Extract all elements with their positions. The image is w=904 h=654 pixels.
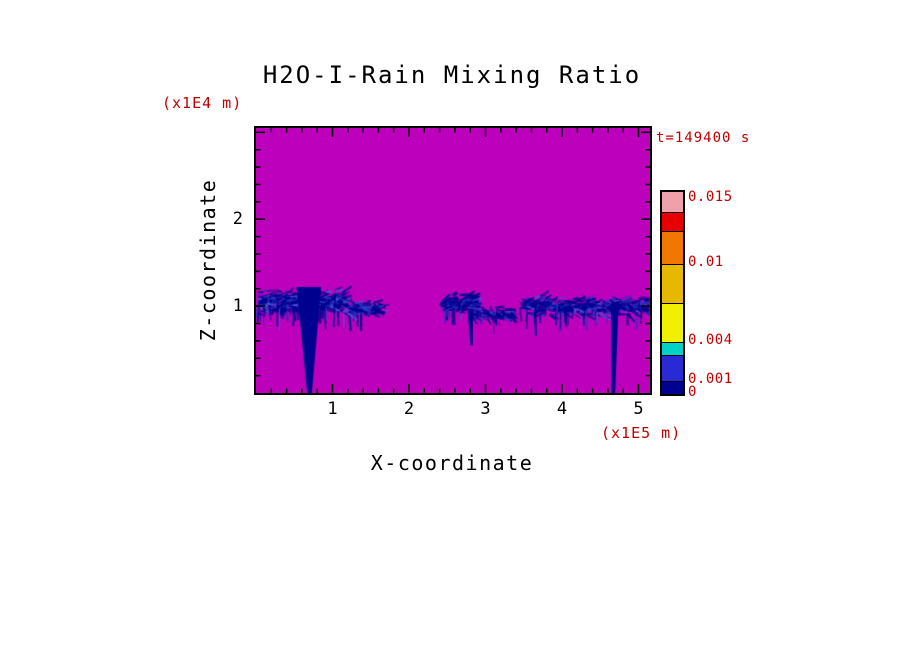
colorbar-segment bbox=[662, 302, 683, 342]
time-annotation: t=149400 s bbox=[656, 130, 751, 146]
plot-area bbox=[254, 126, 652, 395]
colorbar-segment bbox=[662, 263, 683, 303]
x-tick-label: 5 bbox=[633, 399, 644, 419]
x-tick-label: 4 bbox=[556, 399, 568, 419]
y-tick-label: 1 bbox=[232, 296, 243, 317]
colorbar-segment bbox=[662, 341, 683, 355]
colorbar-segment bbox=[662, 211, 683, 232]
x-axis-unit: (x1E5 m) bbox=[601, 424, 682, 442]
colorbar bbox=[660, 190, 685, 396]
x-axis-label: X-coordinate bbox=[370, 451, 534, 475]
x-tick-label: 2 bbox=[403, 399, 415, 419]
colorbar-segment bbox=[662, 192, 683, 212]
y-axis-label: Z-coordinate bbox=[196, 178, 220, 342]
colorbar-labels: 0.015 0.01 0.004 0.001 0 bbox=[688, 188, 768, 400]
colorbar-label: 0.015 bbox=[688, 188, 733, 205]
plot-canvas bbox=[256, 128, 650, 393]
colorbar-label: 0.004 bbox=[688, 331, 733, 348]
colorbar-label: 0.01 bbox=[688, 253, 724, 270]
x-tick-labels: 1 2 3 4 5 bbox=[256, 399, 650, 421]
y-axis-unit: (x1E4 m) bbox=[162, 94, 243, 112]
plot-title: H2O-I-Rain Mixing Ratio bbox=[262, 61, 642, 89]
colorbar-segment bbox=[662, 231, 683, 264]
colorbar-segment bbox=[662, 380, 683, 394]
plot-ticks bbox=[256, 128, 650, 393]
y-tick-label: 2 bbox=[232, 209, 243, 230]
colorbar-segment bbox=[662, 354, 683, 381]
colorbar-label: 0.001 bbox=[688, 370, 733, 387]
colorbar-label: 0 bbox=[688, 384, 697, 400]
x-tick-label: 3 bbox=[480, 399, 491, 419]
x-tick-label: 1 bbox=[327, 399, 338, 419]
